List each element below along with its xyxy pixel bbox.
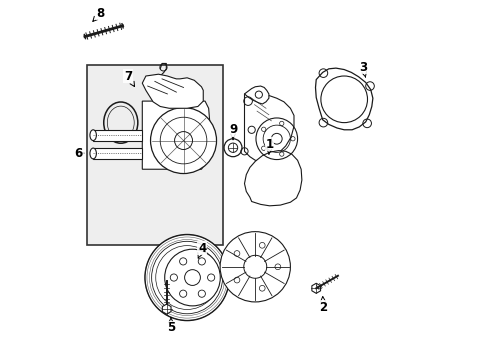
Text: 2: 2 (319, 297, 327, 314)
Polygon shape (142, 101, 210, 169)
Ellipse shape (164, 249, 220, 306)
Polygon shape (244, 86, 268, 104)
Polygon shape (162, 304, 171, 314)
Polygon shape (142, 74, 203, 108)
Circle shape (150, 108, 216, 174)
Text: 5: 5 (166, 318, 175, 334)
Text: 4: 4 (198, 242, 206, 258)
Text: 8: 8 (93, 7, 104, 21)
Polygon shape (244, 150, 301, 206)
Polygon shape (315, 68, 372, 130)
Polygon shape (244, 92, 293, 161)
Polygon shape (93, 148, 142, 159)
Ellipse shape (90, 130, 96, 140)
Text: 7: 7 (123, 69, 134, 86)
Circle shape (220, 231, 290, 302)
Text: 6: 6 (75, 147, 83, 159)
Polygon shape (93, 130, 142, 140)
Ellipse shape (90, 148, 96, 159)
Text: 9: 9 (228, 123, 237, 140)
Ellipse shape (144, 234, 229, 320)
Polygon shape (311, 283, 320, 293)
Text: 3: 3 (358, 60, 366, 77)
Text: 1: 1 (265, 138, 273, 154)
Bar (86, 65, 223, 244)
